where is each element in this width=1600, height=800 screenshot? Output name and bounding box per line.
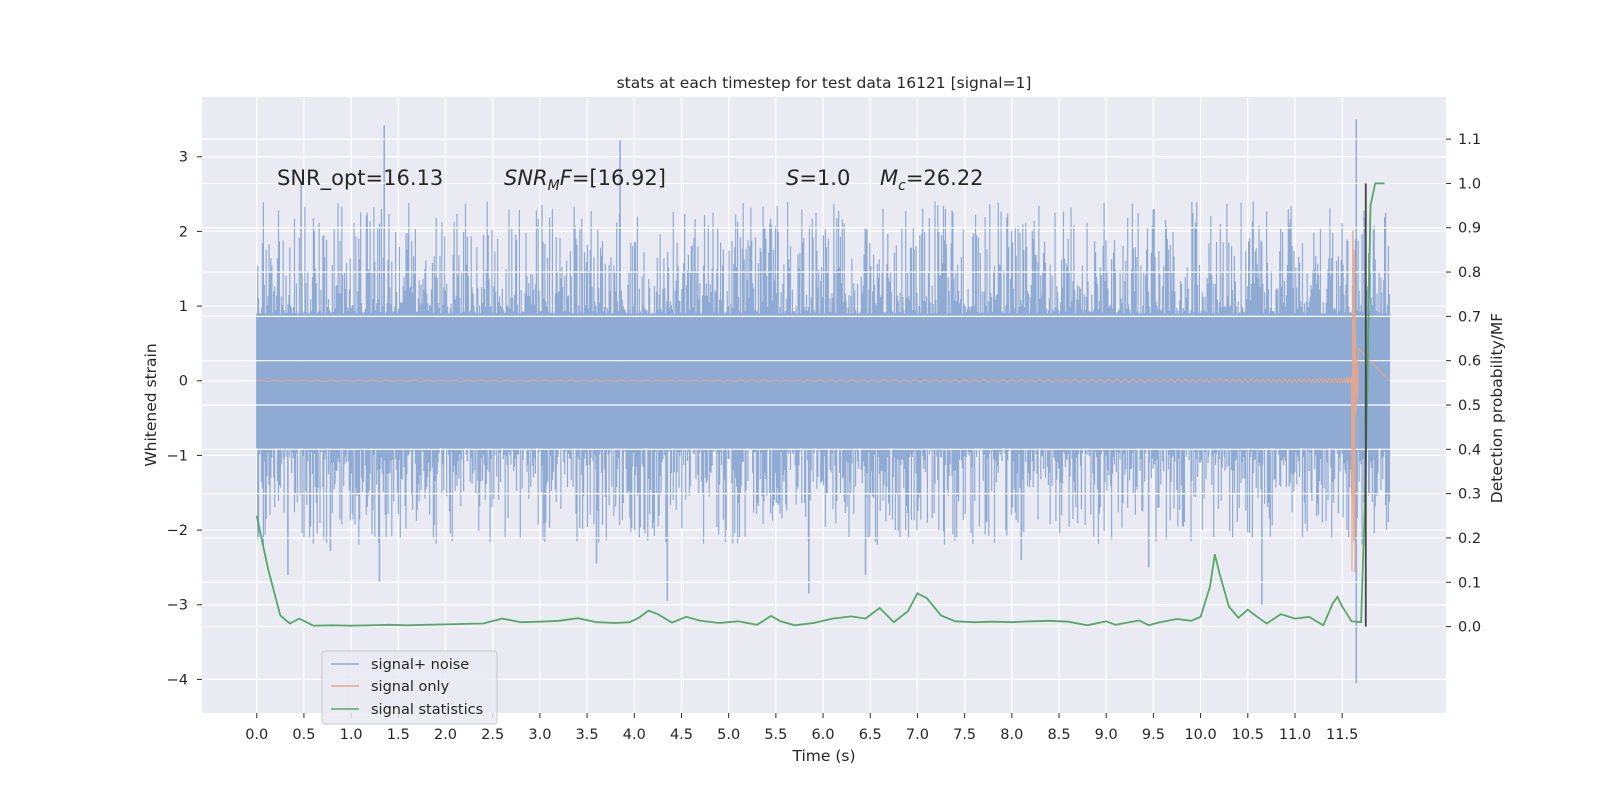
annotation-mc-value: =26.22 xyxy=(906,166,984,190)
legend: signal+ noise signal only signal statist… xyxy=(321,650,498,725)
x-tick-label: 7.5 xyxy=(953,727,976,743)
y-axis-ticks: 3 2 1 0 −1 −2 −3 −4 xyxy=(167,150,202,688)
y2-axis-ticks: 1.1 1.0 0.9 0.8 0.7 0.6 0.5 0.4 0.3 0.2 0.1 0.0 xyxy=(1446,132,1481,636)
plot-content xyxy=(202,119,1446,684)
legend-label-signal-only: signal only xyxy=(371,679,450,695)
x-tick-label: 10.0 xyxy=(1184,727,1216,743)
y-tick-label: 0 xyxy=(179,374,188,390)
legend-label-signal-noise: signal+ noise xyxy=(371,657,469,673)
statistics-line xyxy=(255,182,1385,627)
y2-tick-label: 0.5 xyxy=(1458,398,1481,414)
x-tick-label: 11.0 xyxy=(1279,727,1311,743)
x-tick-label: 1.0 xyxy=(340,727,363,743)
x-tick-label: 9.5 xyxy=(1142,727,1165,743)
grid-overlay xyxy=(202,138,1446,628)
y-tick-label: −2 xyxy=(167,523,188,539)
x-tick-label: 3.0 xyxy=(528,727,551,743)
noise-spikes xyxy=(287,119,1358,684)
chart-title: stats at each timestep for test data 161… xyxy=(617,74,1032,92)
y-tick-label: −3 xyxy=(167,598,188,614)
x-tick-label: 4.0 xyxy=(623,727,646,743)
y2-tick-label: 0.6 xyxy=(1458,354,1481,370)
legend-label-signal-statistics: signal statistics xyxy=(371,702,483,718)
y2-tick-label: 0.0 xyxy=(1458,620,1481,636)
x-tick-label: 8.0 xyxy=(1000,727,1023,743)
x-tick-label: 2.5 xyxy=(481,727,504,743)
x-tick-label: 6.0 xyxy=(812,727,835,743)
y2-tick-label: 0.3 xyxy=(1458,487,1481,503)
x-tick-label: 0.0 xyxy=(245,727,268,743)
x-tick-label: 7.0 xyxy=(906,727,929,743)
svg-text:Mc=26.22: Mc=26.22 xyxy=(880,166,984,194)
y-tick-label: −4 xyxy=(167,672,188,688)
series-signal-only xyxy=(256,230,1390,573)
y-tick-label: 2 xyxy=(179,224,188,240)
x-tick-label: 11.5 xyxy=(1326,727,1358,743)
signal-trace xyxy=(256,230,1390,573)
series-signal-statistics xyxy=(255,182,1385,627)
y-tick-label: −1 xyxy=(167,448,188,464)
x-axis-ticks: 0.0 0.5 1.0 1.5 2.0 2.5 3.0 3.5 4.0 4.5 5.0 5.5 6.0 6… xyxy=(245,713,1358,743)
x-tick-label: 5.0 xyxy=(717,727,740,743)
annotation-snr-opt: SNR_opt=16.13 xyxy=(277,166,443,191)
annotation-s: S=1.0 xyxy=(786,166,850,190)
x-tick-label: 8.5 xyxy=(1047,727,1070,743)
y2-tick-label: 1.1 xyxy=(1458,132,1481,148)
legend-box xyxy=(321,650,498,725)
x-tick-label: 6.5 xyxy=(859,727,882,743)
x-tick-label: 10.5 xyxy=(1232,727,1264,743)
y2-tick-label: 0.9 xyxy=(1458,221,1481,237)
annotation-snr-mf: SNRMF=[16.92] xyxy=(504,166,666,194)
annotation-snr-mf-value: =[16.92] xyxy=(572,166,666,190)
x-tick-label: 4.5 xyxy=(670,727,693,743)
annotation-mc: Mc=26.22 xyxy=(880,166,984,194)
y2-tick-label: 1.0 xyxy=(1458,176,1481,192)
y2-tick-label: 0.4 xyxy=(1458,442,1481,458)
x-tick-label: 2.0 xyxy=(434,727,457,743)
y2-axis-label: Detection probability/MF xyxy=(1488,313,1506,504)
x-tick-label: 9.0 xyxy=(1095,727,1118,743)
y2-tick-label: 0.2 xyxy=(1458,531,1481,547)
y2-tick-label: 0.1 xyxy=(1458,575,1481,591)
x-tick-label: 5.5 xyxy=(764,727,787,743)
x-axis-label: Time (s) xyxy=(791,747,855,765)
annotation-s-value: =1.0 xyxy=(799,166,850,190)
y-tick-label: 1 xyxy=(179,299,188,315)
y2-tick-label: 0.7 xyxy=(1458,309,1481,325)
svg-text:SNRMF=[16.92]: SNRMF=[16.92] xyxy=(504,166,666,194)
x-tick-label: 3.5 xyxy=(576,727,599,743)
y-axis-label: Whitened strain xyxy=(142,343,160,466)
y2-tick-label: 0.8 xyxy=(1458,265,1481,281)
x-tick-label: 1.5 xyxy=(387,727,410,743)
y-tick-label: 3 xyxy=(179,150,188,166)
svg-text:S=1.0: S=1.0 xyxy=(786,166,850,190)
x-tick-label: 0.5 xyxy=(292,727,315,743)
